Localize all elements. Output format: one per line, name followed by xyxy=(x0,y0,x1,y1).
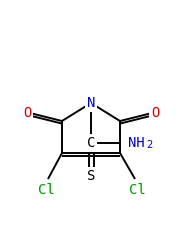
Text: S: S xyxy=(87,169,95,183)
Text: N: N xyxy=(87,96,95,110)
Text: 2: 2 xyxy=(146,140,152,150)
Text: O: O xyxy=(23,106,31,120)
Text: C: C xyxy=(87,136,95,150)
Text: Cl: Cl xyxy=(129,183,145,197)
Text: NH: NH xyxy=(128,136,145,150)
Text: O: O xyxy=(151,106,159,120)
Text: Cl: Cl xyxy=(38,183,54,197)
